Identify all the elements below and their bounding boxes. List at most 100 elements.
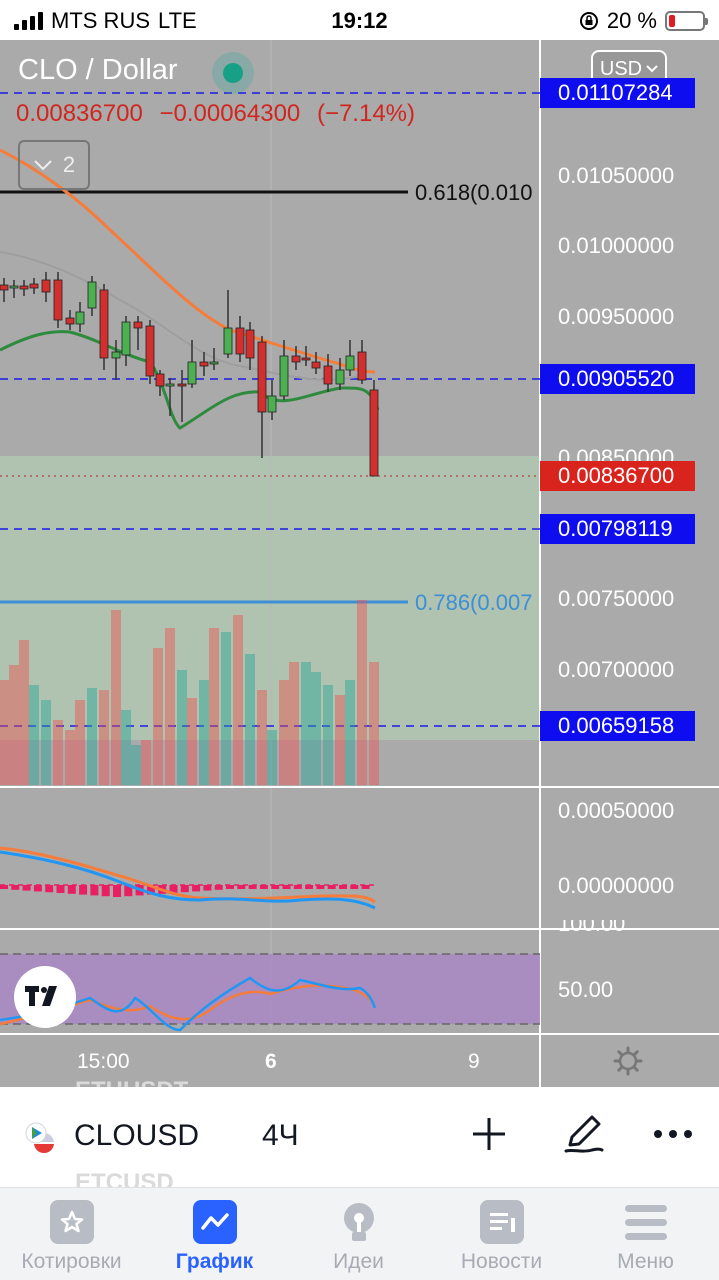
rsi-indicator [0, 976, 377, 1032]
rsi-line [0, 976, 377, 1032]
nav-item-ideas[interactable]: Идеи [287, 1188, 430, 1280]
symbol-name[interactable]: CLOUSD [74, 1119, 200, 1152]
candle-body [145, 325, 155, 377]
volume-bar [141, 740, 151, 785]
network-type: LTE [158, 8, 197, 33]
candle-body [335, 369, 345, 385]
status-left: MTS RUS LTE [14, 8, 197, 34]
macd-signal-line [0, 846, 376, 904]
currency-label: USD [599, 57, 643, 80]
rsi-tick: 50.00 [558, 977, 614, 1002]
candle-body [19, 285, 29, 290]
volume-bar [53, 720, 63, 785]
volume-bar [0, 680, 9, 785]
market-status-indicator [212, 52, 254, 94]
macd-histogram-bar [101, 885, 110, 897]
chart-icon [193, 1200, 237, 1244]
lightbulb-icon [344, 1203, 374, 1241]
indicators-collapse-button[interactable]: 2 [18, 140, 90, 190]
volume-bar [87, 688, 97, 785]
price-tick: 0.01050000 [558, 163, 675, 188]
candle-body [369, 389, 379, 477]
gear-icon[interactable] [612, 1045, 644, 1077]
candle-body [53, 279, 63, 321]
fib-zone [0, 456, 540, 740]
nav-item-news[interactable]: Новости [430, 1188, 573, 1280]
price-chart[interactable] [0, 40, 719, 1087]
candle-body [311, 361, 321, 369]
macd-histogram-bar [282, 885, 291, 889]
volume-bar [301, 662, 311, 785]
carrier-name: MTS RUS [51, 8, 150, 33]
price-change-pct: (−7.14%) [316, 100, 416, 127]
battery-icon [665, 11, 708, 31]
macd-histogram-bar [203, 885, 212, 891]
timeframe-button[interactable]: 4Ч [262, 1119, 299, 1152]
price-tick: 0.01000000 [558, 233, 675, 258]
signal-icon [14, 12, 43, 30]
ma-fast-line [0, 148, 376, 374]
time-label: 9 [468, 1050, 480, 1073]
macd-histogram-bar [316, 885, 325, 889]
price-tag-lower: 0.00798119 [540, 514, 695, 544]
volume-bar [75, 700, 85, 785]
candle-body [199, 361, 209, 367]
tradingview-logo[interactable] [14, 966, 76, 1028]
candle-body [357, 351, 367, 381]
ma-green-line [0, 330, 380, 430]
macd-histogram-bar [192, 885, 201, 892]
fib-label-618: 0.618(0.010 [415, 180, 533, 205]
time-label: 15:00 [77, 1050, 130, 1073]
symbol-flag-icon[interactable] [24, 1121, 58, 1155]
volume-bar [9, 665, 19, 785]
candle-body [99, 289, 109, 359]
candle-body [121, 321, 131, 356]
volume-bar [245, 654, 255, 785]
price-tag-current: 0.00836700 [540, 461, 695, 491]
tradingview-logo-icon [25, 986, 57, 1006]
candle-body [41, 279, 51, 293]
macd-histogram-bar [146, 885, 155, 895]
candle-body [29, 283, 39, 289]
volume-bar [209, 628, 219, 785]
macd-histogram-bar [79, 885, 88, 895]
status-right: 20 % [579, 8, 708, 34]
volume-bar [131, 745, 141, 785]
price-tag-bottom: 0.00659158 [540, 711, 695, 741]
macd-histogram-bar [169, 885, 178, 893]
volume-bar [357, 600, 367, 785]
volume-bar [345, 680, 355, 785]
candle-body [133, 321, 143, 329]
macd-histogram-bar [0, 885, 8, 889]
chart-area[interactable]: CLO / Dollar USD 0.00836700 −0.00064300 … [0, 40, 719, 1104]
nav-item-quotes[interactable]: Котировки [0, 1188, 143, 1280]
macd-histogram-bar [45, 885, 54, 893]
macd-histogram-bar [180, 885, 189, 893]
nav-item-chart[interactable]: График [143, 1188, 286, 1280]
volume-bar [267, 730, 277, 785]
volume-bar [199, 680, 209, 785]
candle-body [323, 365, 333, 385]
macd-indicator [0, 846, 376, 910]
more-icon[interactable] [652, 1115, 694, 1153]
moving-averages [0, 148, 380, 430]
symbol-title[interactable]: CLO / Dollar [18, 54, 178, 86]
nav-item-menu[interactable]: Меню [574, 1188, 717, 1280]
volume-bar [29, 685, 39, 785]
candle-body [165, 383, 175, 387]
volume-bar [65, 730, 75, 785]
price-tag-top: 0.01107284 [540, 78, 695, 108]
plus-icon[interactable] [470, 1115, 508, 1153]
macd-tick: 0.00050000 [558, 798, 675, 823]
macd-histogram-bar [327, 885, 336, 889]
candle-body [345, 355, 355, 371]
quote-line: 0.00836700 −0.00064300 (−7.14%) [16, 100, 425, 128]
macd-histogram-bar [90, 885, 99, 896]
nav-label: График [175, 1250, 254, 1273]
macd-histogram-bar [237, 885, 246, 889]
pen-icon[interactable] [562, 1113, 604, 1155]
last-price: 0.00836700 [16, 100, 143, 127]
ma-slow-line [0, 251, 361, 381]
macd-histogram-bar [361, 885, 370, 889]
nav-label: Новости [460, 1250, 543, 1273]
